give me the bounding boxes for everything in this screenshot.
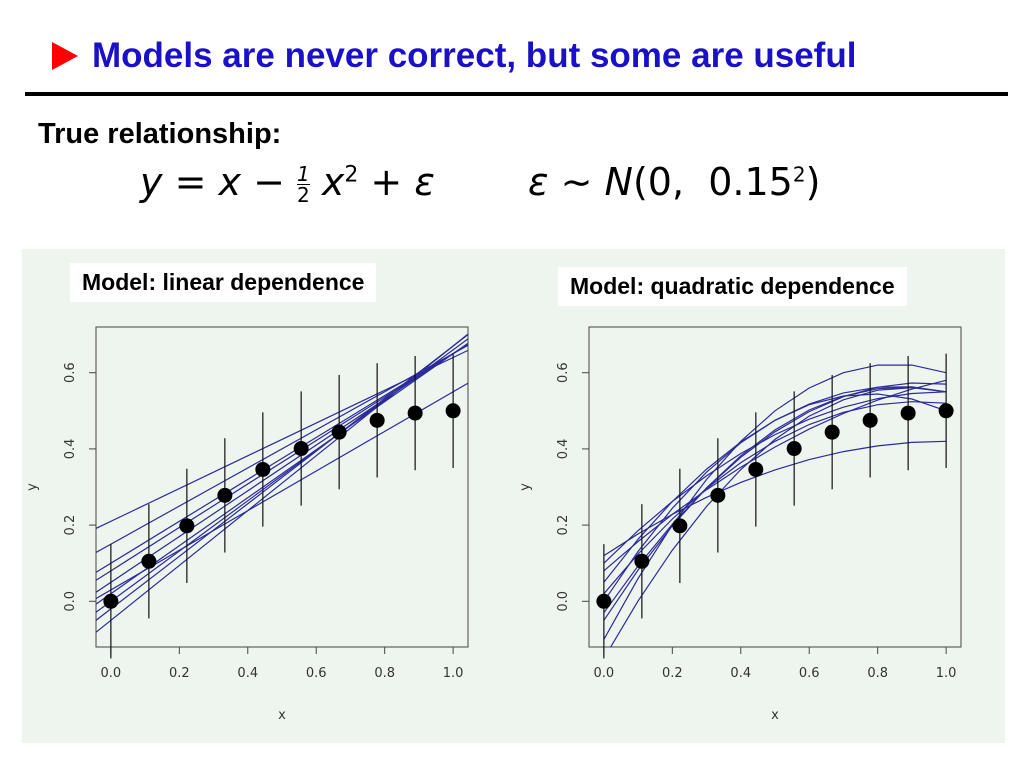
title-underline — [25, 92, 1008, 96]
x-tick-label: 0.2 — [662, 666, 683, 681]
plots-canvas: 0.0 0.2 0.4 0.6 0.8 1.00.00.20.40.6xy 0.0 0.2 0… — [25, 326, 962, 723]
slide-title: Models are never correct, but some are u… — [92, 36, 857, 75]
data-point — [255, 461, 271, 477]
triangle-bullet-icon — [52, 42, 78, 70]
fit-line — [603, 364, 947, 640]
true-relationship-label: True relationship: — [38, 118, 282, 150]
plot-frame — [95, 326, 469, 648]
y-tick-label: 0.6 — [63, 362, 78, 383]
fit-line — [96, 338, 468, 614]
x-axis-label: x — [771, 708, 779, 723]
data-point — [179, 518, 195, 534]
slide-header: Models are never correct, but some are u… — [52, 30, 856, 82]
fit-line — [603, 382, 947, 614]
fit-line — [603, 440, 947, 557]
fit-line — [603, 393, 947, 602]
fit-line — [609, 386, 947, 647]
data-point — [748, 461, 764, 477]
linear-model-plot: 0.0 0.2 0.4 0.6 0.8 1.0 0.0 0.2 0.4 0.6 x y — [25, 326, 469, 723]
data-point — [141, 553, 157, 569]
y-tick-label: 0.6 — [556, 362, 571, 383]
data-point — [672, 518, 688, 534]
y-axis-label: y — [518, 483, 533, 491]
x-tick-label: 0.0 — [594, 666, 615, 681]
y-tick-label: 0.4 — [556, 439, 571, 460]
data-point — [596, 593, 612, 609]
y-tick-label: 0.2 — [556, 515, 571, 536]
y-tick-label: 0.4 — [63, 439, 78, 460]
x-tick-label: 1.0 — [443, 666, 464, 681]
data-point — [369, 412, 385, 428]
fit-line — [96, 333, 468, 622]
data-point — [217, 487, 233, 503]
data-point — [634, 553, 650, 569]
data-point — [103, 593, 119, 609]
data-point — [862, 412, 878, 428]
plot-frame — [588, 326, 962, 648]
data-point — [445, 403, 461, 419]
x-axis-label: x — [278, 708, 286, 723]
fit-lines — [96, 333, 468, 634]
fit-line — [96, 342, 468, 605]
fit-line — [603, 386, 947, 621]
fit-line — [603, 391, 947, 564]
fit-line — [603, 401, 947, 595]
x-tick-label: 0.6 — [306, 666, 327, 681]
y-tick-label: 0.0 — [556, 591, 571, 612]
x-tick-label: 0.4 — [730, 666, 751, 681]
data-point — [710, 487, 726, 503]
data-point — [900, 405, 916, 421]
data-point — [331, 424, 347, 440]
x-tick-label: 0.4 — [237, 666, 258, 681]
x-tick-label: 1.0 — [936, 666, 957, 681]
fit-line — [96, 382, 468, 600]
plots-panel: 0.0 0.2 0.4 0.6 0.8 1.0 0.0 0.2 0.4 0.6 x y 0.0 0.2 0… — [22, 249, 1005, 743]
quadratic-model-plot: 0.0 0.2 0.4 0.6 0.8 1.0 0.0 0.2 0.4 0.6 x y — [518, 326, 962, 723]
fit-line — [603, 386, 947, 583]
x-tick-label: 0.0 — [101, 666, 122, 681]
fit-line — [603, 379, 947, 572]
linear-model-label: Model: linear dependence — [70, 263, 377, 302]
x-tick-label: 0.2 — [169, 666, 190, 681]
fit-line — [96, 333, 468, 634]
x-tick-label: 0.8 — [374, 666, 395, 681]
data-point — [407, 405, 423, 421]
fit-lines — [603, 364, 947, 647]
quadratic-model-label: Model: quadratic dependence — [558, 267, 907, 306]
y-tick-label: 0.2 — [63, 515, 78, 536]
fit-line — [96, 343, 468, 582]
data-point — [938, 403, 954, 419]
y-tick-label: 0.0 — [63, 591, 78, 612]
data-point — [824, 424, 840, 440]
fit-line — [96, 344, 468, 554]
data-point — [293, 441, 309, 457]
y-axis-label: y — [25, 483, 40, 491]
x-tick-label: 0.8 — [867, 666, 888, 681]
x-tick-label: 0.6 — [799, 666, 820, 681]
data-point — [786, 441, 802, 457]
noise-equation: ε ∼ N(0, 0.152) — [528, 160, 821, 204]
